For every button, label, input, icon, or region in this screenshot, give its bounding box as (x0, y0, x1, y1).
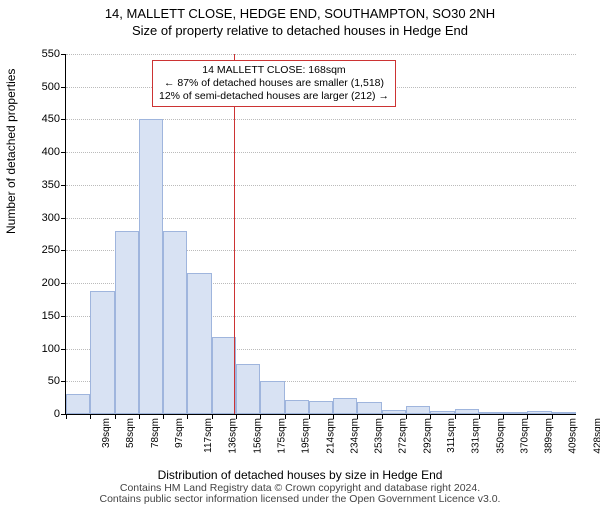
xtick-label: 292sqm (422, 418, 433, 454)
histogram-bar (66, 394, 90, 414)
xtick-label: 389sqm (544, 418, 555, 454)
xtick-label: 195sqm (301, 418, 312, 454)
ytick-label: 300 (42, 212, 66, 224)
histogram-bar (406, 406, 430, 414)
xtick-label: 175sqm (277, 418, 288, 454)
histogram-bar (90, 291, 114, 414)
histogram-bar (382, 410, 406, 414)
xtick-mark (430, 414, 431, 419)
histogram-bar (357, 402, 381, 414)
xtick-mark (236, 414, 237, 419)
histogram-bar (333, 398, 357, 414)
xtick-label: 117sqm (203, 418, 214, 453)
histogram-bar (503, 412, 527, 414)
histogram-chart: 05010015020025030035040045050055039sqm58… (65, 54, 576, 415)
histogram-bar (236, 364, 260, 414)
annotation-line: ← 87% of detached houses are smaller (1,… (159, 77, 389, 90)
grid-line (66, 54, 576, 55)
xtick-mark (552, 414, 553, 419)
xtick-label: 350sqm (495, 418, 506, 454)
xtick-label: 214sqm (325, 418, 336, 454)
xtick-label: 78sqm (150, 418, 161, 448)
xtick-label: 428sqm (592, 418, 600, 454)
xtick-label: 156sqm (252, 418, 263, 454)
xtick-label: 409sqm (568, 418, 579, 454)
xtick-mark (527, 414, 528, 419)
histogram-bar (430, 411, 454, 414)
histogram-bar (163, 231, 187, 414)
ytick-label: 200 (42, 277, 66, 289)
xtick-label: 58sqm (125, 418, 136, 448)
histogram-bar (479, 412, 503, 414)
xtick-label: 311sqm (446, 418, 457, 453)
histogram-bar (115, 231, 139, 414)
page-title: 14, MALLETT CLOSE, HEDGE END, SOUTHAMPTO… (0, 6, 600, 21)
histogram-bar (455, 409, 479, 414)
xtick-mark (309, 414, 310, 419)
histogram-bar (187, 273, 211, 414)
annotation-line: 12% of semi-detached houses are larger (… (159, 90, 389, 103)
ytick-label: 250 (42, 244, 66, 256)
xtick-mark (90, 414, 91, 419)
xtick-mark (503, 414, 504, 419)
histogram-bar (260, 381, 284, 414)
xtick-mark (66, 414, 67, 419)
xtick-label: 136sqm (228, 418, 239, 454)
x-axis-label: Distribution of detached houses by size … (0, 468, 600, 482)
ytick-label: 450 (42, 113, 66, 125)
xtick-mark (163, 414, 164, 419)
ytick-label: 350 (42, 179, 66, 191)
xtick-mark (115, 414, 116, 419)
histogram-bar (552, 412, 576, 414)
histogram-bar (212, 337, 236, 414)
xtick-label: 370sqm (519, 418, 530, 454)
xtick-mark (260, 414, 261, 419)
marker-line (234, 54, 235, 414)
ytick-label: 400 (42, 146, 66, 158)
xtick-mark (479, 414, 480, 419)
xtick-mark (212, 414, 213, 419)
ytick-label: 50 (48, 375, 66, 387)
histogram-bar (139, 119, 163, 414)
ytick-label: 100 (42, 343, 66, 355)
y-axis-label: Number of detached properties (4, 69, 18, 234)
ytick-label: 150 (42, 310, 66, 322)
xtick-mark (187, 414, 188, 419)
xtick-mark (139, 414, 140, 419)
xtick-label: 253sqm (374, 418, 385, 454)
ytick-label: 0 (54, 408, 66, 420)
xtick-label: 39sqm (101, 418, 112, 448)
xtick-mark (357, 414, 358, 419)
ytick-label: 550 (42, 48, 66, 60)
xtick-label: 234sqm (349, 418, 360, 454)
footer-line-2: Contains public sector information licen… (0, 494, 600, 506)
annotation-box: 14 MALLETT CLOSE: 168sqm← 87% of detache… (152, 60, 396, 107)
histogram-bar (285, 400, 309, 414)
histogram-bar (309, 401, 333, 414)
xtick-mark (382, 414, 383, 419)
xtick-label: 97sqm (174, 418, 185, 448)
ytick-label: 500 (42, 81, 66, 93)
xtick-mark (406, 414, 407, 419)
xtick-mark (333, 414, 334, 419)
xtick-label: 272sqm (398, 418, 409, 454)
xtick-mark (285, 414, 286, 419)
footer-attribution: Contains HM Land Registry data © Crown c… (0, 483, 600, 506)
xtick-mark (455, 414, 456, 419)
histogram-bar (527, 411, 551, 414)
annotation-line: 14 MALLETT CLOSE: 168sqm (159, 64, 389, 77)
xtick-label: 331sqm (471, 418, 482, 454)
page-subtitle: Size of property relative to detached ho… (0, 23, 600, 38)
